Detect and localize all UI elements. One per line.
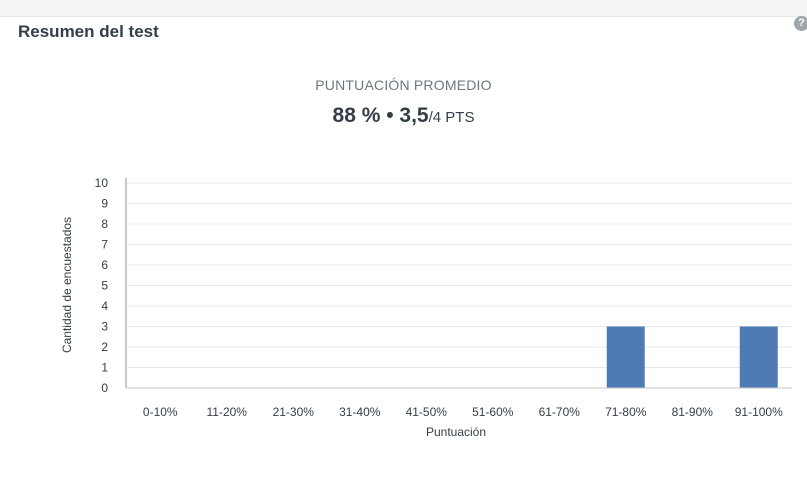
x-tick-label: 11-20% bbox=[207, 405, 248, 419]
bar-71-80%[interactable] bbox=[606, 326, 645, 389]
test-summary-card bbox=[0, 16, 807, 480]
y-tick-label: 3 bbox=[101, 320, 108, 334]
x-tick-label: 51-60% bbox=[472, 405, 514, 419]
x-axis-title: Puntuación bbox=[426, 425, 486, 439]
x-tick-label: 21-30% bbox=[273, 405, 315, 419]
average-score-label: PUNTUACIÓN PROMEDIO bbox=[315, 77, 492, 93]
x-tick-label: 31-40% bbox=[339, 405, 381, 419]
x-tick-label: 81-90% bbox=[672, 405, 714, 419]
y-tick-label: 7 bbox=[101, 238, 108, 252]
y-tick-label: 2 bbox=[101, 340, 108, 354]
bar-91-100%[interactable] bbox=[739, 326, 778, 389]
y-tick-label: 0 bbox=[101, 381, 108, 395]
y-tick-label: 1 bbox=[101, 361, 108, 375]
y-tick-label: 9 bbox=[101, 197, 108, 211]
x-axis-ticks: 0-10% 11-20% 21-30% 31-40% 41-50% 51-60% 61-70… bbox=[143, 405, 783, 419]
y-tick-label: 4 bbox=[101, 299, 108, 313]
x-tick-label: 0-10% bbox=[143, 405, 178, 419]
card-title: Resumen del test bbox=[18, 22, 159, 41]
y-tick-label: 6 bbox=[101, 258, 108, 272]
y-axis-ticks: 0 1 2 3 4 5 6 7 8 9 10 bbox=[95, 176, 109, 395]
x-tick-label: 91-100% bbox=[735, 405, 783, 419]
average-points: 3,5 bbox=[399, 104, 429, 127]
question-circle-icon[interactable]: ? bbox=[794, 16, 807, 31]
chart-bars bbox=[606, 326, 778, 389]
chart-gridlines bbox=[127, 182, 792, 368]
x-tick-label: 61-70% bbox=[539, 405, 581, 419]
max-points: /4 PTS bbox=[428, 109, 475, 126]
x-tick-label: 71-80% bbox=[605, 405, 647, 419]
y-tick-label: 10 bbox=[95, 176, 109, 190]
y-tick-label: 5 bbox=[101, 279, 108, 293]
y-tick-label: 8 bbox=[101, 217, 108, 231]
x-tick-label: 41-50% bbox=[406, 405, 448, 419]
average-percent: 88 % bbox=[332, 104, 381, 127]
average-score-value: 88 % • 3,5/4 PTS bbox=[0, 104, 807, 128]
y-axis-title: Cantidad de encuestados bbox=[60, 217, 74, 353]
score-separator: • bbox=[380, 104, 400, 127]
